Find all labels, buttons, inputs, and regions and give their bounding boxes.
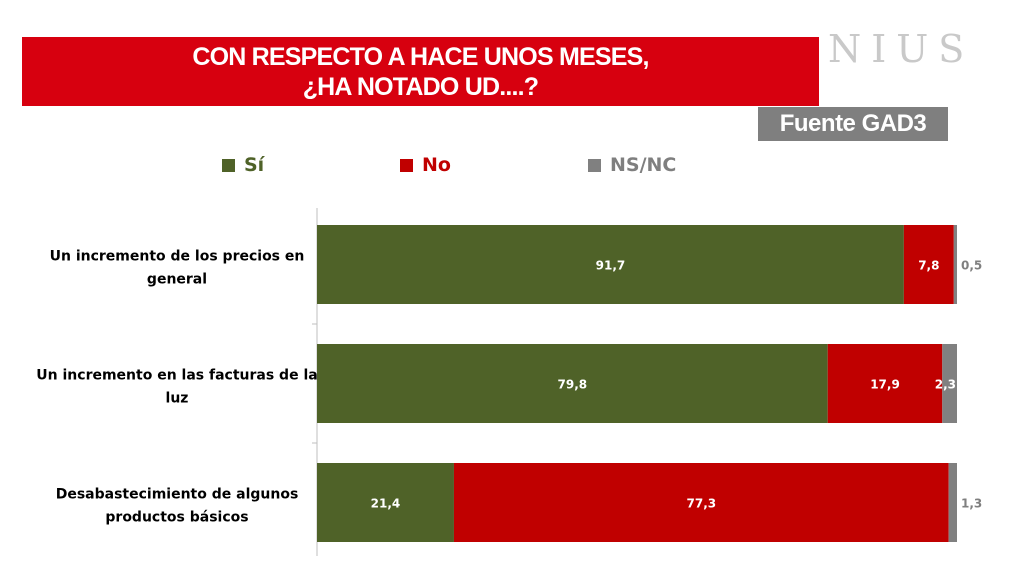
data-label-no: 77,3 bbox=[687, 497, 717, 511]
data-label-no: 7,8 bbox=[918, 259, 939, 273]
category-label: luz bbox=[166, 391, 189, 407]
title-line-2: ¿HA NOTADO UD....? bbox=[302, 72, 539, 101]
data-label-si: 21,4 bbox=[371, 497, 401, 511]
bar-no bbox=[827, 344, 943, 423]
brand-logo: NIUS bbox=[828, 27, 975, 71]
legend-label-no: No bbox=[422, 154, 451, 176]
title-line-1: CON RESPECTO A HACE UNOS MESES, bbox=[192, 42, 649, 71]
bar-no bbox=[453, 463, 949, 542]
bar-no bbox=[903, 225, 954, 304]
category-label: general bbox=[147, 272, 207, 288]
bar-si bbox=[317, 463, 454, 542]
category-label: Un incremento de los precios en bbox=[50, 249, 305, 265]
bar-si bbox=[317, 344, 828, 423]
legend-item-si: Sí bbox=[222, 152, 264, 178]
legend-item-nsnc: NS/NC bbox=[588, 152, 676, 178]
title-banner: CON RESPECTO A HACE UNOS MESES, ¿HA NOTA… bbox=[22, 37, 819, 106]
category-label: Un incremento en las facturas de la bbox=[36, 368, 317, 384]
data-label-nsnc: 0,5 bbox=[961, 259, 982, 273]
data-label-si: 91,7 bbox=[596, 259, 626, 273]
source-badge: Fuente GAD3 bbox=[758, 107, 948, 141]
legend-item-no: No bbox=[400, 152, 451, 178]
category-label: productos básicos bbox=[105, 510, 248, 526]
legend-label-si: Sí bbox=[244, 154, 265, 176]
legend-swatch-no bbox=[400, 158, 413, 172]
category-label: Desabastecimiento de algunos bbox=[56, 487, 299, 503]
bar-si bbox=[317, 225, 904, 304]
bar-nsnc bbox=[942, 344, 957, 423]
legend-swatch-nsnc bbox=[588, 158, 601, 172]
legend-label-nsnc: NS/NC bbox=[610, 154, 677, 176]
legend-swatch-si bbox=[222, 158, 235, 172]
data-label-nsnc: 1,3 bbox=[961, 497, 982, 511]
bar-nsnc bbox=[953, 225, 957, 304]
bar-nsnc bbox=[948, 463, 957, 542]
data-label-si: 79,8 bbox=[558, 378, 588, 392]
data-label-no: 17,9 bbox=[870, 378, 900, 392]
data-label-nsnc: 2,3 bbox=[935, 378, 956, 392]
